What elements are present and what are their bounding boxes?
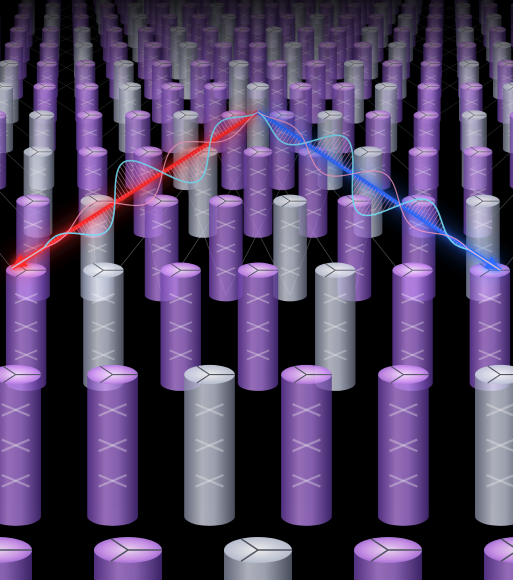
violet-pillar bbox=[94, 537, 162, 580]
violet-pillar bbox=[392, 262, 433, 391]
white-pillar bbox=[184, 364, 235, 526]
violet-pillar bbox=[237, 262, 279, 391]
violet-pillar bbox=[484, 537, 513, 580]
violet-pillar bbox=[354, 537, 422, 580]
violet-pillar bbox=[281, 364, 332, 526]
white-pillar bbox=[83, 262, 124, 391]
white-pillar bbox=[315, 262, 356, 391]
violet-pillar bbox=[0, 364, 41, 526]
violet-pillar bbox=[0, 537, 32, 580]
violet-pillar bbox=[160, 262, 201, 391]
white-pillar bbox=[224, 537, 292, 580]
violet-pillar bbox=[378, 364, 429, 526]
white-pillar bbox=[475, 364, 513, 526]
depth-fade bbox=[0, 0, 513, 260]
violet-pillar bbox=[87, 364, 138, 526]
